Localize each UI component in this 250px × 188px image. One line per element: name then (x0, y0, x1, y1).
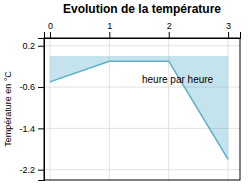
tick-mark (38, 128, 44, 129)
tick-mark (38, 87, 44, 88)
tick-mark (228, 32, 229, 38)
tick: 1 (107, 21, 112, 38)
title: Evolution de la température (63, 2, 221, 16)
tick: -2.2 (19, 165, 44, 175)
grid (44, 38, 240, 180)
chart: 0 1 2 3 0.2 -0.6 -1.4 -2.2 Température en °C Evol… (0, 0, 250, 188)
area (50, 56, 228, 159)
grid-line (44, 45, 240, 46)
tick: 0.2 (22, 41, 44, 51)
y-axis: 0.2 -0.6 -1.4 -2.2 (19, 39, 44, 181)
tick-mark (169, 32, 170, 38)
grid-line (44, 169, 240, 170)
plot-area (50, 56, 228, 159)
tick-label: 1 (107, 21, 112, 31)
tick-label: 0 (48, 21, 53, 31)
tick: 2 (167, 21, 172, 38)
y-axis-title: Température en °C (3, 71, 13, 147)
tick-label: -0.6 (19, 82, 35, 92)
tick-label: 3 (226, 21, 231, 31)
line (50, 61, 228, 159)
tick: 3 (226, 21, 231, 38)
tick-label: 2 (167, 21, 172, 31)
tick-mark (38, 170, 44, 171)
tick: -1.4 (19, 124, 44, 134)
x-axis: 0 1 2 3 (45, 21, 241, 39)
axis-line (45, 32, 241, 39)
tick-mark (50, 32, 51, 38)
annotation: heure par heure (142, 74, 214, 85)
plot-frame (44, 38, 240, 180)
tick-label: 0.2 (22, 41, 35, 51)
tick: -0.6 (19, 82, 44, 92)
tick-mark (109, 32, 110, 38)
tick: 0 (48, 21, 53, 38)
tick-label: -1.4 (19, 124, 35, 134)
axis-line (38, 39, 45, 181)
tick-label: -2.2 (19, 165, 35, 175)
tick-mark (38, 46, 44, 47)
